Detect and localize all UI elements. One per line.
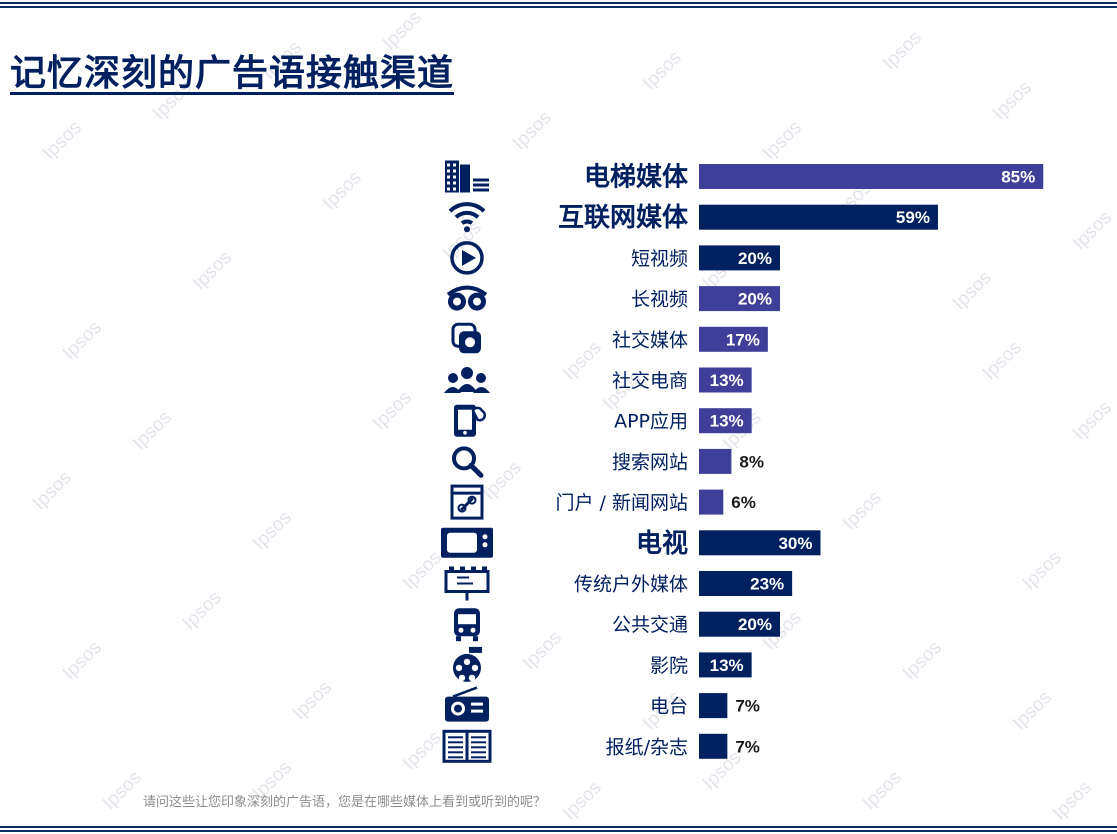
- play-icon: [450, 241, 484, 275]
- bar: [699, 733, 728, 759]
- category-label: 电梯媒体: [584, 163, 689, 193]
- category-label: 门户 / 新闻网站: [556, 492, 688, 514]
- category-label: 公共交通: [612, 614, 688, 636]
- bottom-border: [0, 826, 1117, 832]
- bar: [699, 448, 732, 474]
- category-label: 报纸/杂志: [606, 736, 688, 758]
- bar: [699, 611, 780, 637]
- bar: [699, 571, 793, 596]
- category-label: APP应用: [614, 411, 688, 433]
- bar: [699, 204, 938, 230]
- value-label: 7%: [735, 737, 760, 756]
- bar: [699, 286, 780, 312]
- value-label: 13%: [710, 412, 744, 431]
- bar: [699, 489, 724, 515]
- top-border: [0, 2, 1117, 8]
- billboard-icon: [444, 566, 490, 601]
- social-media-icon: [451, 322, 481, 354]
- tv-icon: [441, 527, 493, 558]
- bus-icon: [454, 608, 480, 642]
- value-label: 20%: [738, 249, 772, 268]
- value-label: 23%: [750, 575, 784, 594]
- value-label: 30%: [778, 534, 812, 553]
- category-label: 传统户外媒体: [574, 574, 688, 596]
- bar: [699, 408, 752, 434]
- newspaper-icon: [442, 729, 492, 763]
- category-label: 短视频: [631, 248, 688, 270]
- bar: [699, 530, 821, 556]
- bar: [699, 164, 1044, 189]
- category-label: 电视: [636, 529, 688, 559]
- value-label: 8%: [739, 452, 764, 471]
- bar: [699, 326, 768, 352]
- value-label: 20%: [738, 290, 772, 309]
- value-label: 13%: [710, 656, 744, 675]
- page-title: 记忆深刻的广告语接触渠道: [10, 53, 455, 94]
- wifi-icon: [448, 202, 486, 233]
- web-browser-icon: [450, 484, 484, 520]
- elevator-building-icon: [445, 160, 489, 193]
- social-people-icon: [444, 367, 490, 393]
- value-label: 13%: [710, 371, 744, 390]
- film-reel-icon: [453, 646, 482, 682]
- app-icon: [454, 404, 487, 437]
- value-label: 59%: [896, 208, 930, 227]
- value-label: 17%: [726, 330, 760, 349]
- category-label: 搜索网站: [612, 451, 688, 473]
- value-label: 6%: [731, 493, 756, 512]
- radio-icon: [445, 686, 489, 722]
- bar: [699, 367, 752, 393]
- category-label: 电台: [650, 696, 688, 718]
- category-label: 社交电商: [612, 370, 688, 392]
- category-label: 影院: [650, 655, 688, 677]
- video-glasses-icon: [446, 285, 488, 311]
- category-label: 社交媒体: [612, 329, 688, 351]
- category-label: 互联网媒体: [558, 203, 689, 233]
- value-label: 20%: [738, 615, 772, 634]
- bar: [699, 245, 780, 271]
- value-label: 85%: [1001, 168, 1035, 187]
- survey-question-footnote: 请问这些让您印象深刻的广告语，您是在哪些媒体上看到或听到的呢？: [143, 795, 547, 810]
- value-label: 7%: [735, 697, 760, 716]
- bar: [699, 652, 752, 678]
- search-icon: [452, 446, 484, 478]
- bar: [699, 693, 728, 719]
- category-label: 长视频: [631, 289, 688, 311]
